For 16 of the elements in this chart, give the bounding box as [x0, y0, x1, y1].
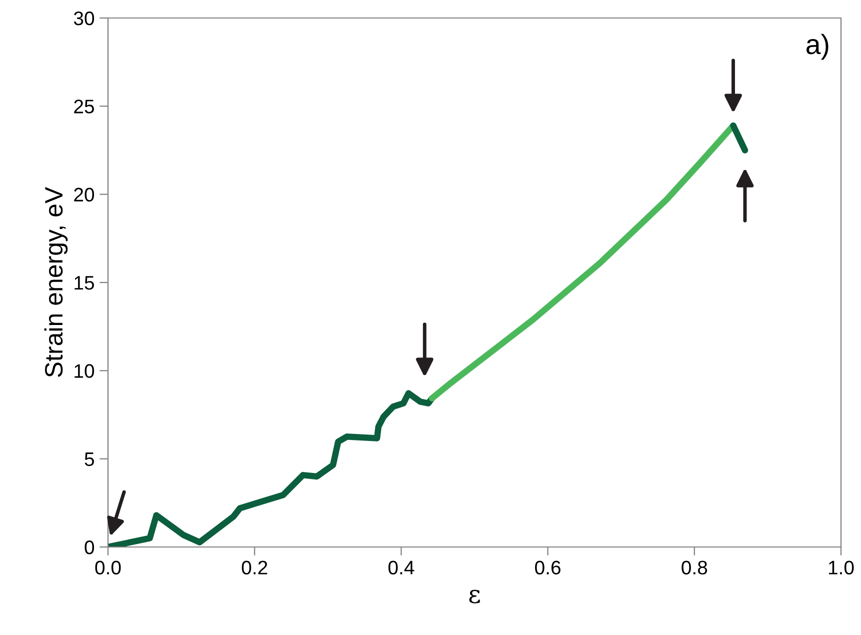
- y-tick-label: 0: [84, 540, 94, 554]
- annotation: a): [806, 34, 828, 60]
- x-tick-label: 0.6: [535, 560, 560, 574]
- y-tick-label: 10: [74, 364, 94, 378]
- x-axis-title: ε: [469, 590, 480, 604]
- x-tick-label: 0.4: [388, 560, 414, 574]
- y-tick-label: 25: [74, 100, 94, 114]
- x-tick-label: 0.2: [242, 560, 268, 574]
- y-tick-label: 5: [84, 452, 94, 466]
- y-tick-label: 15: [74, 276, 94, 290]
- y-tick-label: 30: [74, 11, 94, 26]
- y-tick-label: 20: [74, 188, 94, 202]
- x-tick-label: 1.0: [828, 560, 854, 574]
- x-tick-label: 0.8: [682, 560, 708, 574]
- y-axis-title: Strain energy, eV: [44, 186, 68, 378]
- x-tick-label: 0.0: [95, 560, 121, 574]
